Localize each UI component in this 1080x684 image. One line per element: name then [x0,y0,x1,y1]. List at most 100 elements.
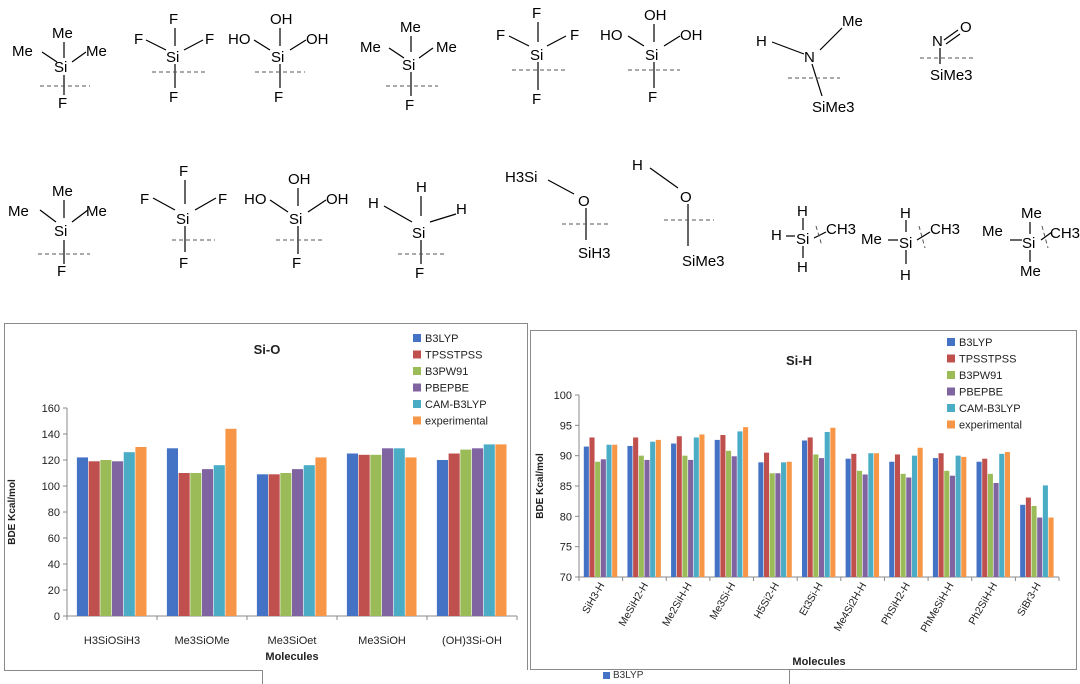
bar-h3siosih3-experimental [135,447,147,616]
bar-me3sioet-cam-b3lyp [303,465,315,616]
bar-ph2sih-h-pbepbe [993,482,999,577]
atom-label: Si [412,225,425,242]
legend-swatch [413,350,421,359]
atom-label: F [292,255,301,272]
bar-et3si-h-experimental [830,427,836,577]
atom-label: O [680,189,692,206]
legend-swatch [413,367,421,375]
structure-row1-6: OH HO OH Si F [600,7,703,106]
atom-label: F [58,95,67,112]
legend-swatch [413,334,421,342]
atom-label: Me [12,43,33,60]
atom-label: CH3 [826,221,856,238]
atom-label: F [140,191,149,208]
structure-row1-7: H N Me SiMe3 [756,13,863,116]
bar-mesih2-h-b3lyp [627,445,633,577]
y-tick-label: 80 [560,511,572,523]
y-tick-label: 160 [42,403,60,415]
bar-h5si2-h-cam-b3lyp [781,462,787,577]
bar-sibr3-h-pbepbe [1037,517,1043,577]
atom-label: O [578,193,590,210]
atom-label: OH [306,31,329,48]
bar-mesih2-h-cam-b3lyp [650,441,656,577]
bar-et3si-h-b3pw91 [813,454,819,577]
bar-sibr3-h-tpsstpss [1025,497,1031,577]
bar-me3si-h-b3pw91 [726,450,732,577]
atom-label: F [405,97,414,114]
bar--oh-3si-oh-pbepbe [472,448,484,616]
structure-row2-4: H H H Si F [368,179,467,282]
bar-me3sioet-b3pw91 [280,473,292,616]
y-tick-label: 80 [48,507,60,519]
chart-panel-si-h: Si-H B3LYP TPSSTPSS B3PW91 PBEPBE CAM-B3LYP ex… [530,330,1077,670]
bar-et3si-h-pbepbe [819,458,825,577]
bar-ph2sih-h-experimental [1004,452,1010,577]
atom-label: SiMe3 [930,67,973,84]
bar-me3sioh-experimental [405,457,417,616]
atom-label: O [960,19,972,36]
bar-ph2sih-h-tpsstpss [982,458,988,577]
structure-row2-2: F F F Si F [140,163,227,272]
atom-label: F [218,191,227,208]
bar-me3sioet-tpsstpss [268,474,280,616]
atom-label: Me [86,203,107,220]
structure-row2-6: H O SiMe3 [632,157,725,270]
legend-label: PBEPBE [959,387,1003,399]
atom-label: Me [982,223,1003,240]
atom-label: Me [86,43,107,60]
legend-swatch [413,383,421,392]
x-tick-label: H3SiOSiH3 [84,635,140,647]
atom-label: F [532,91,541,108]
bar-me3sioh-b3pw91 [370,454,382,616]
bar-sih3-h-b3lyp [583,446,589,577]
bar-sibr3-h-experimental [1048,517,1054,577]
y-tick-label: 95 [560,420,572,432]
bar-h3siosih3-cam-b3lyp [123,452,135,616]
atom-label: Si [1022,235,1035,252]
bar-me2sih-h-experimental [699,434,705,577]
y-tick-label: 140 [42,429,60,441]
legend-label: experimental [959,420,1022,432]
chart-title: Si-O [254,342,281,357]
legend-swatch [947,420,955,429]
atom-label: SiMe3 [812,99,855,116]
bar-me2sih-h-b3lyp [671,443,677,577]
structure-row1-5: F F F Si F [496,5,579,108]
bar-h5si2-h-tpsstpss [764,452,770,577]
atom-label: H [797,259,808,276]
legend-label: CAM-B3LYP [959,403,1021,415]
atom-label: Me [1020,263,1041,280]
bar--oh-3si-oh-b3pw91 [460,449,472,616]
atom-label: F [532,5,541,22]
bar-et3si-h-b3lyp [801,440,808,577]
legend-label: CAM-B3LYP [425,399,487,411]
x-tick-label: Me3SiOMe [174,635,229,647]
atom-label: Si [645,47,658,64]
atom-label: OH [680,27,703,44]
bar-me4si2h-h-cam-b3lyp [868,453,874,577]
chart-panel-si-o: Si-O B3LYP TPSSTPSS B3PW91 PBEPBE CAM-B3LYP ex… [4,323,528,671]
legend-label: TPSSTPSS [425,350,482,362]
bar-sih3-h-pbepbe [600,459,606,577]
atom-label: OH [326,191,349,208]
atom-label: Me [842,13,863,30]
atom-label: H [416,179,427,196]
bar-me4si2h-h-pbepbe [862,474,868,577]
legend-label: experimental [425,416,488,428]
bar-et3si-h-tpsstpss [807,437,813,577]
atom-label: CH3 [1050,225,1080,242]
bar-me4si2h-h-tpsstpss [851,453,857,577]
bar-phmesih-h-b3lyp [932,458,938,577]
structure-row1-2: F F F Si F [134,11,214,106]
bar-sih3-h-experimental [612,444,618,577]
bar-me2sih-h-pbepbe [688,459,694,577]
bar-phmesih-h-cam-b3lyp [955,455,961,577]
atom-label: HO [228,31,251,48]
bar-phsih2-h-pbepbe [906,477,912,577]
atom-label: H [368,195,379,212]
bar-phsih2-h-b3pw91 [900,473,906,577]
bar--oh-3si-oh-tpsstpss [448,453,460,616]
bar-sih3-h-tpsstpss [589,437,595,577]
bar-me3sioh-tpsstpss [358,454,370,616]
legend-swatch [947,338,955,346]
